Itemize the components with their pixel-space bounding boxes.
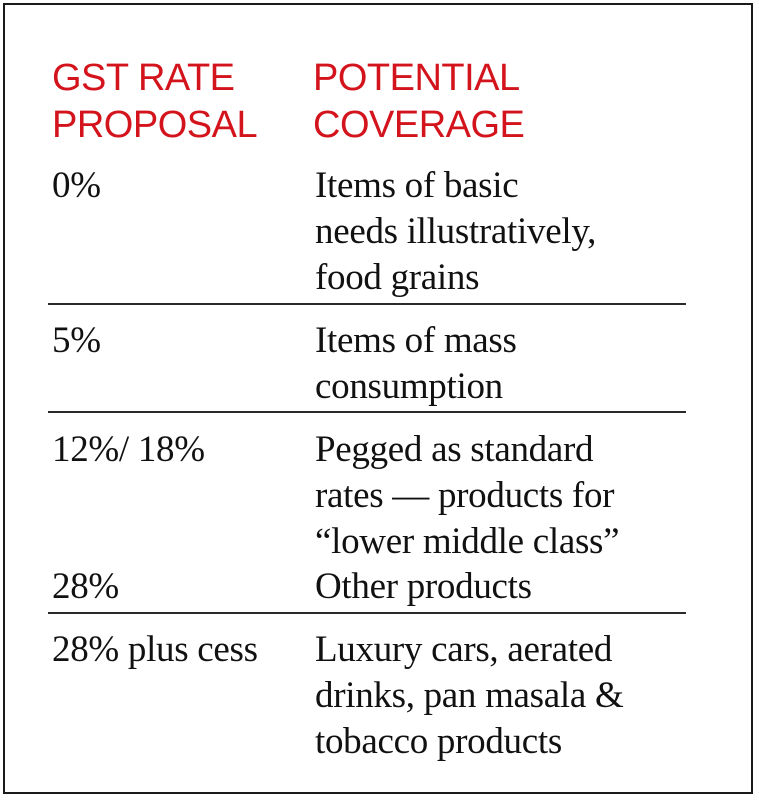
gst-rate-table — [3, 3, 753, 794]
rate-cell-2: 12%/ 18% — [52, 429, 205, 470]
row-divider — [48, 303, 686, 305]
rate-cell-4: 28% plus cess — [52, 629, 258, 670]
coverage-cell-1: Items of mass consumption — [315, 320, 517, 407]
coverage-cell-2: Pegged as standard rates — products for … — [315, 429, 620, 562]
coverage-cell-0: Items of basic needs illustratively, foo… — [315, 165, 597, 298]
rate-cell-3: 28% — [52, 566, 119, 607]
rate-cell-0: 0% — [52, 165, 101, 206]
row-divider — [48, 612, 686, 614]
coverage-cell-4: Luxury cars, aerated drinks, pan masala … — [315, 629, 624, 762]
rate-cell-1: 5% — [52, 320, 101, 361]
header-gst-rate-proposal: GST RATE PROPOSAL — [52, 57, 258, 146]
coverage-cell-3: Other products — [315, 566, 532, 607]
row-divider — [48, 411, 686, 413]
header-potential-coverage: POTENTIAL COVERAGE — [313, 57, 525, 146]
